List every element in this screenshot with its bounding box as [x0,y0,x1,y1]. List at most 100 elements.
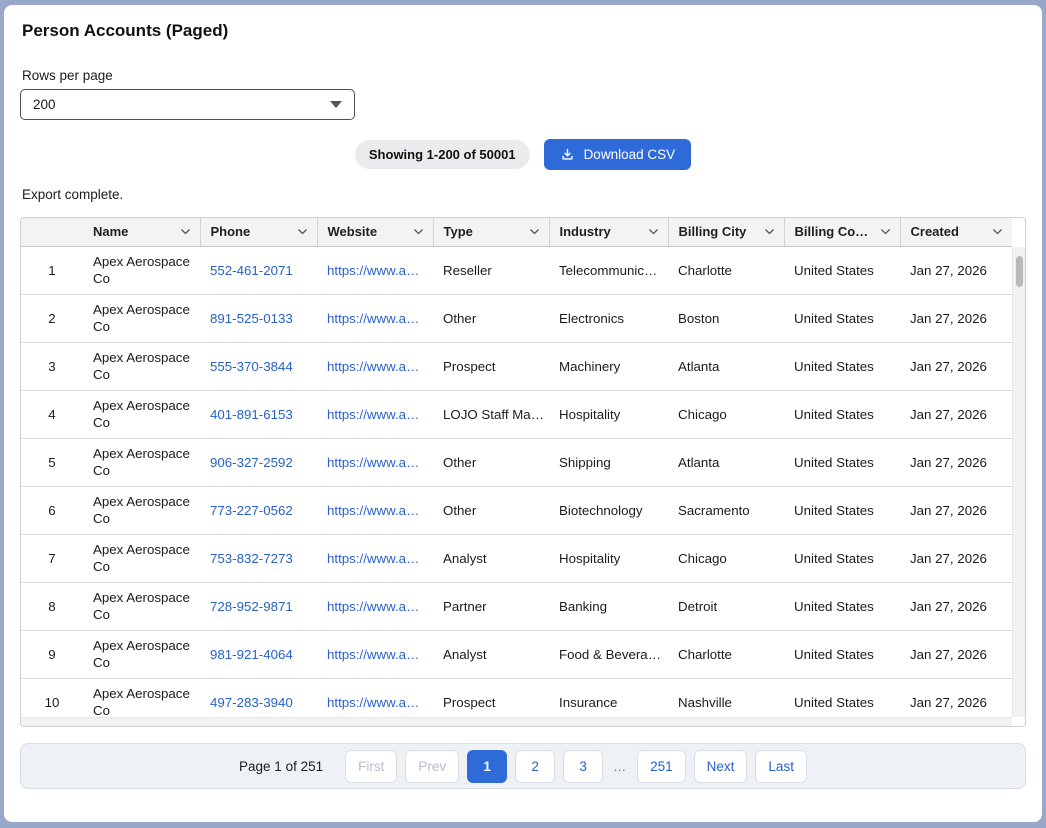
website-link[interactable]: https://www.a… [327,598,420,614]
cell-text: Apex Aerospace Co [93,686,190,719]
phone-link[interactable]: 497-283-3940 [210,694,293,710]
cell-name: Apex Aerospace Co [83,246,200,294]
vertical-scrollbar[interactable] [1012,247,1025,717]
cell-type: Prospect [433,341,549,390]
table-row: 4 Apex Aerospace Co 401-891-6153 https://ww… [21,389,1012,438]
website-link[interactable]: https://www.a… [327,406,420,422]
page-button-first: First [345,749,398,783]
cell-text: Food & Bevera… [559,646,661,662]
website-link[interactable]: https://www.a… [327,502,420,518]
phone-link[interactable]: 906-327-2592 [210,454,293,470]
column-header-industry[interactable]: Industry [548,218,668,247]
column-label: Website [327,224,378,240]
pagination-bar: Page 1 of 251 First Prev 1 2 3 … 251 Next Last [20,743,1026,789]
cell-created: Jan 27, 2026 [900,389,1012,438]
chevron-down-icon [880,229,890,235]
column-label: Billing City [678,224,747,240]
website-link[interactable]: https://www.a… [327,694,420,710]
cell-type: Partner [433,581,549,630]
website-link[interactable]: https://www.a… [327,358,420,374]
cell-text: Jan 27, 2026 [910,550,987,566]
cell-name: Apex Aerospace Co [83,581,200,630]
cell-billing-city: Chicago [668,533,784,582]
page-button-251[interactable]: 251 [637,749,686,783]
column-header-website[interactable]: Website [316,218,433,247]
page-button-2[interactable]: 2 [515,749,556,783]
cell-billing-city: Sacramento [668,485,784,534]
cell-text: United States [794,454,874,470]
phone-link[interactable]: 728-952-9871 [210,598,293,614]
showing-badge: Showing 1-200 of 50001 [354,140,530,169]
cell-type: Other [433,293,549,342]
column-header-type[interactable]: Type [432,218,549,247]
table-row: 3 Apex Aerospace Co 555-370-3844 https://ww… [21,341,1012,390]
phone-link[interactable]: 773-227-0562 [210,502,293,518]
cell-text: Jan 27, 2026 [910,358,987,374]
export-status-text: Export complete. [22,187,124,202]
vertical-scrollbar-thumb[interactable] [1016,256,1023,287]
cell-name: Apex Aerospace Co [83,533,200,582]
phone-link[interactable]: 401-891-6153 [210,406,293,422]
horizontal-scrollbar[interactable] [21,717,1012,726]
cell-text: 2 [48,310,56,326]
cell-industry: Electronics [549,293,668,342]
cell-text: Partner [443,598,487,614]
website-link[interactable]: https://www.a… [327,454,420,470]
cell-phone: 753-832-7273 [200,533,317,582]
cell-num: 3 [21,341,83,390]
phone-link[interactable]: 753-832-7273 [210,550,293,566]
page-button-next[interactable]: Next [693,749,748,783]
cell-name: Apex Aerospace Co [83,437,200,486]
row-number-header [21,218,83,247]
column-header-billing-co[interactable]: Billing Co… [783,218,900,247]
cell-num: 4 [21,389,83,438]
website-link[interactable]: https://www.a… [327,262,420,278]
cell-text: Jan 27, 2026 [910,406,987,422]
phone-link[interactable]: 981-921-4064 [210,646,293,662]
column-label: Phone [210,224,251,240]
page-summary: Page 1 of 251 [239,758,324,774]
cell-name: Apex Aerospace Co [83,341,200,390]
cell-phone: 981-921-4064 [200,629,317,678]
page-button-last[interactable]: Last [755,749,807,783]
toolbar: Showing 1-200 of 50001 Download CSV [20,139,1026,170]
phone-link[interactable]: 555-370-3844 [210,358,293,374]
cell-text: Jan 27, 2026 [910,310,987,326]
table-row: 8 Apex Aerospace Co 728-952-9871 https://ww… [21,581,1012,630]
column-header-phone[interactable]: Phone [199,218,317,247]
download-csv-button[interactable]: Download CSV [543,139,692,170]
chevron-down-icon [529,229,539,235]
chevron-down-icon [297,229,307,235]
column-header-billing-city[interactable]: Billing City [667,218,784,247]
cell-created: Jan 27, 2026 [900,629,1012,678]
cell-website: https://www.a… [317,389,433,438]
cell-text: Jan 27, 2026 [910,694,987,710]
cell-name: Apex Aerospace Co [83,485,200,534]
cell-text: 4 [48,406,56,422]
website-link[interactable]: https://www.a… [327,646,420,662]
column-header-created[interactable]: Created [899,218,1012,247]
cell-text: Boston [678,310,720,326]
cell-billing-city: Chicago [668,389,784,438]
phone-link[interactable]: 891-525-0133 [210,310,293,326]
cell-text: United States [794,598,874,614]
phone-link[interactable]: 552-461-2071 [210,262,293,278]
rows-per-page-select[interactable]: 200 [20,89,355,120]
cell-text: United States [794,262,874,278]
cell-text: Banking [559,598,608,614]
cell-text: Hospitality [559,406,621,422]
cell-billing-country: United States [784,485,900,534]
column-label: Industry [559,224,611,240]
cell-type: Analyst [433,629,549,678]
cell-num: 7 [21,533,83,582]
page-button-1[interactable]: 1 [467,749,508,783]
download-icon [562,148,573,160]
cell-num: 6 [21,485,83,534]
cell-text: Analyst [443,646,487,662]
page-button-3[interactable]: 3 [563,749,604,783]
website-link[interactable]: https://www.a… [327,550,420,566]
website-link[interactable]: https://www.a… [327,310,420,326]
cell-text: 1 [48,262,56,278]
column-header-name[interactable]: Name [83,218,200,247]
cell-text: Jan 27, 2026 [910,646,987,662]
